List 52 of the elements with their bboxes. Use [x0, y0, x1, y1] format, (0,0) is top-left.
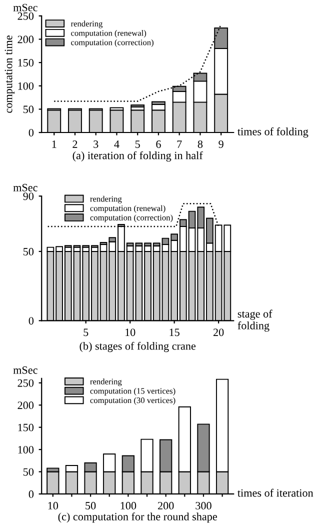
y-tick-label: 150 [18, 59, 34, 67]
x-tick-label: 9 [218, 140, 224, 148]
y-tick-label: 150 [18, 424, 34, 432]
legend-label: computation (correction) [71, 39, 154, 47]
y-tick-label: 0 [28, 490, 34, 498]
x-tick-label: 4 [114, 140, 120, 148]
y-tick-label: 0 [28, 128, 34, 136]
y-tick-label: 0 [28, 317, 34, 325]
x-axis-title: times of folding [238, 127, 308, 138]
y-tick-label: 50 [23, 248, 34, 256]
y-tick-label: 200 [18, 36, 34, 44]
text: (b) stages of folding crane [80, 342, 196, 352]
y-tick-label: 90 [23, 192, 34, 200]
legend-label: computation (renewal) [71, 30, 146, 38]
text: mSec [13, 184, 38, 192]
x-axis-title: times of iteration [238, 488, 314, 497]
text: mSec [13, 366, 38, 374]
legend-label: computation (correction) [90, 214, 173, 222]
x-tick-label: 10 [48, 502, 58, 510]
x-tick-label: 3 [94, 140, 98, 148]
text: mSec [13, 4, 38, 12]
y-tick-label: 100 [18, 82, 34, 90]
y-tick-label: 50 [23, 106, 34, 114]
legend-label: rendering [90, 378, 122, 386]
text: (c) computation for the round shape [58, 512, 217, 523]
x-axis-title: stage of folding [238, 310, 272, 332]
legend-label: computation (30 vertices) [90, 397, 176, 405]
y-tick-label: 250 [18, 379, 34, 387]
y-tick-label: 250 [18, 12, 34, 20]
y-axis-title: computation time [4, 36, 15, 113]
x-tick-label: 7 [177, 140, 182, 148]
x-tick-label: 100 [120, 502, 136, 510]
text: (a) iteration of folding in half [72, 151, 203, 162]
x-tick-label: 8 [198, 140, 203, 148]
x-tick-label: 300 [196, 502, 212, 510]
legend-label: computation (renewal) [90, 205, 166, 213]
y-tick-label: 200 [18, 402, 34, 410]
x-tick-label: 200 [158, 502, 174, 510]
x-tick-label: 50 [86, 502, 96, 510]
x-tick-label: 2 [72, 140, 78, 148]
y-tick-label: 100 [18, 446, 34, 454]
x-tick-label: 15 [170, 328, 180, 336]
y-tick-label: 50 [23, 468, 34, 476]
x-tick-label: 20 [213, 328, 224, 336]
x-tick-label: 6 [156, 140, 161, 148]
legend-label: rendering [90, 196, 122, 204]
x-tick-label: 1 [52, 140, 56, 148]
legend-label: rendering [70, 20, 103, 28]
x-tick-label: 10 [126, 328, 136, 336]
legend-label: computation (15 vertices) [90, 388, 176, 396]
x-tick-label: 5 [84, 328, 88, 336]
x-tick-label: 5 [135, 140, 140, 148]
